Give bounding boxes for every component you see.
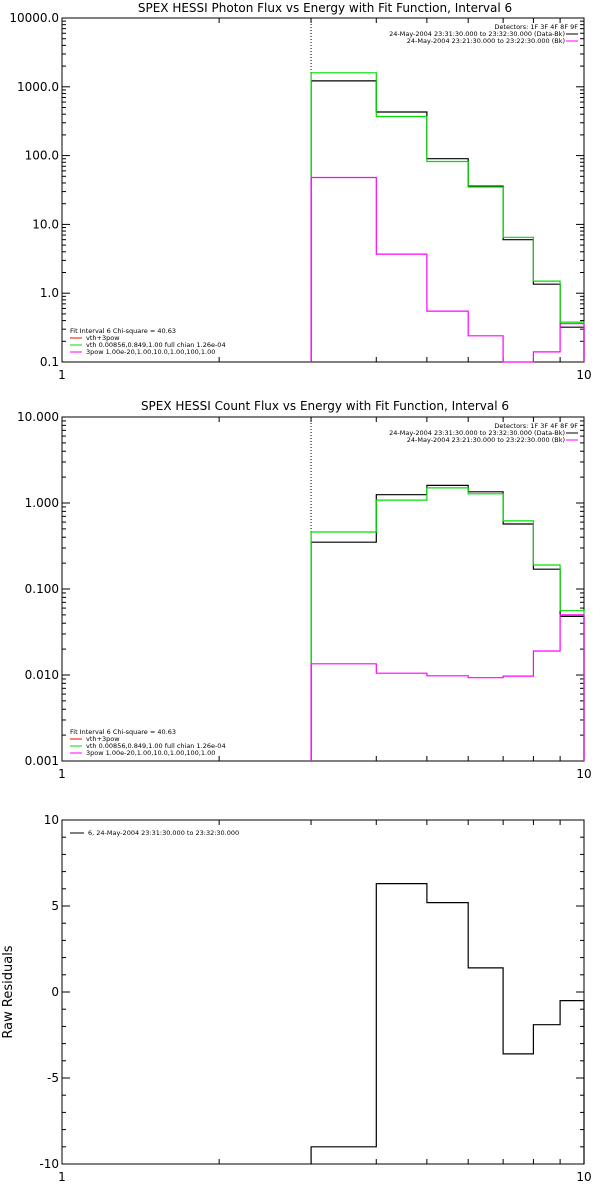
count-legend-bottom: Fit Interval 6 Chi-square = 40.63 vth+3p… xyxy=(70,728,226,757)
photon-legend-fit: Fit Interval 6 Chi-square = 40.63 xyxy=(70,327,176,335)
count-series-line-2 xyxy=(310,614,585,761)
photon-series-line-0 xyxy=(310,80,585,362)
photon-chart-title: SPEX HESSI Photon Flux vs Energy with Fi… xyxy=(138,1,512,15)
photon-legend-vth: vth 0.00856,0.849,1.00 full chian 1.26e-… xyxy=(86,341,226,349)
count-chart-title: SPEX HESSI Count Flux vs Energy with Fit… xyxy=(141,399,509,413)
count-plot-frame xyxy=(61,416,585,762)
count-y-axis: 0.001 0.010 0.100 1.000 10.000 xyxy=(17,410,584,768)
residuals-y-axis: -10 -5 0 5 10 xyxy=(39,813,584,1171)
residuals-xtick-label-1: 10 xyxy=(576,1170,591,1184)
count-legend-bk: 24-May-2004 23:21:30.000 to 23:22:30.000… xyxy=(407,436,565,444)
count-flux-panel: SPEX HESSI Count Flux vs Energy with Fit… xyxy=(17,399,592,781)
count-ytick-label-1: 0.010 xyxy=(25,668,59,682)
residuals-panel: Raw Residuals -10 -5 0 5 10 1 10 6, 24-May-20… xyxy=(1,813,592,1184)
residuals-ytick-label-4: 10 xyxy=(44,813,59,827)
count-legend-data: 24-May-2004 23:31:30.000 to 23:32:30.000… xyxy=(389,429,565,437)
photon-legend-bottom: Fit Interval 6 Chi-square = 40.63 vth+3p… xyxy=(70,327,226,356)
count-xtick-label-1: 10 xyxy=(576,767,591,781)
residuals-ytick-label-1: -5 xyxy=(47,1071,59,1085)
count-series-line-0 xyxy=(310,484,585,761)
photon-flux-panel: SPEX HESSI Photon Flux vs Energy with Fi… xyxy=(9,1,591,382)
count-legend-fit: Fit Interval 6 Chi-square = 40.63 xyxy=(70,728,176,736)
photon-ytick-label-2: 10.0 xyxy=(32,217,59,231)
photon-legend-vth3pow: vth+3pow xyxy=(86,334,120,342)
residuals-ytick-label-0: -10 xyxy=(39,1157,59,1171)
photon-legend-data: 24-May-2004 23:31:30.000 to 23:32:30.000… xyxy=(389,30,565,38)
photon-xtick-label-1: 10 xyxy=(576,368,591,382)
count-legend-3pow: 3pow 1.00e-20,1.00,10.0,1.00,100,1.00 xyxy=(86,749,215,757)
photon-y-axis: 0.1 1.0 10.0 100.0 1000.0 10000.0 xyxy=(9,11,584,369)
count-ytick-label-2: 0.100 xyxy=(25,582,59,596)
count-x-axis: 1 10 xyxy=(58,417,592,781)
photon-legend-bk: 24-May-2004 23:21:30.000 to 23:22:30.000… xyxy=(407,37,565,45)
residuals-legend: 6, 24-May-2004 23:31:30.000 to 23:32:30.… xyxy=(70,829,239,837)
photon-xtick-label-0: 1 xyxy=(58,368,66,382)
count-series-line-1 xyxy=(310,487,585,761)
residuals-y-label: Raw Residuals xyxy=(1,945,16,1038)
photon-legend-3pow: 3pow 1.00e-20,1.00,10.0,1.00,100,1.00 xyxy=(86,348,215,356)
photon-plot-frame xyxy=(61,17,585,363)
residuals-plot-frame xyxy=(61,819,585,1165)
photon-ytick-label-0: 0.1 xyxy=(40,355,59,369)
photon-ytick-label-5: 10000.0 xyxy=(9,11,59,25)
count-legend-top: Detectors: 1F 3F 4F 8F 9F 24-May-2004 23… xyxy=(389,422,578,444)
count-legend-detectors: Detectors: 1F 3F 4F 8F 9F xyxy=(494,422,578,430)
photon-series-line-1 xyxy=(310,72,585,362)
residuals-ytick-label-2: 0 xyxy=(51,985,59,999)
photon-ytick-label-4: 1000.0 xyxy=(17,80,59,94)
residuals-legend-label: 6, 24-May-2004 23:31:30.000 to 23:32:30.… xyxy=(88,829,239,837)
photon-legend-top: Detectors: 1F 3F 4F 8F 9F 24-May-2004 23… xyxy=(389,23,578,45)
count-ytick-label-0: 0.001 xyxy=(25,754,59,768)
count-series xyxy=(310,484,585,761)
photon-ytick-label-1: 1.0 xyxy=(40,286,59,300)
count-ytick-label-3: 1.000 xyxy=(25,496,59,510)
photon-series xyxy=(310,72,585,363)
photon-series-line-2 xyxy=(310,176,585,363)
residuals-series-line-0 xyxy=(310,883,585,1164)
residuals-xtick-label-0: 1 xyxy=(58,1170,66,1184)
residuals-ytick-label-3: 5 xyxy=(51,899,59,913)
photon-legend-detectors: Detectors: 1F 3F 4F 8F 9F xyxy=(494,23,578,31)
residuals-x-axis: 1 10 xyxy=(58,820,592,1184)
count-ytick-label-4: 10.000 xyxy=(17,410,59,424)
count-xtick-label-0: 1 xyxy=(58,767,66,781)
count-legend-vth3pow: vth+3pow xyxy=(86,735,120,743)
residuals-series xyxy=(310,883,585,1164)
count-legend-vth: vth 0.00856,0.849,1.00 full chian 1.26e-… xyxy=(86,742,226,750)
photon-ytick-label-3: 100.0 xyxy=(25,149,59,163)
